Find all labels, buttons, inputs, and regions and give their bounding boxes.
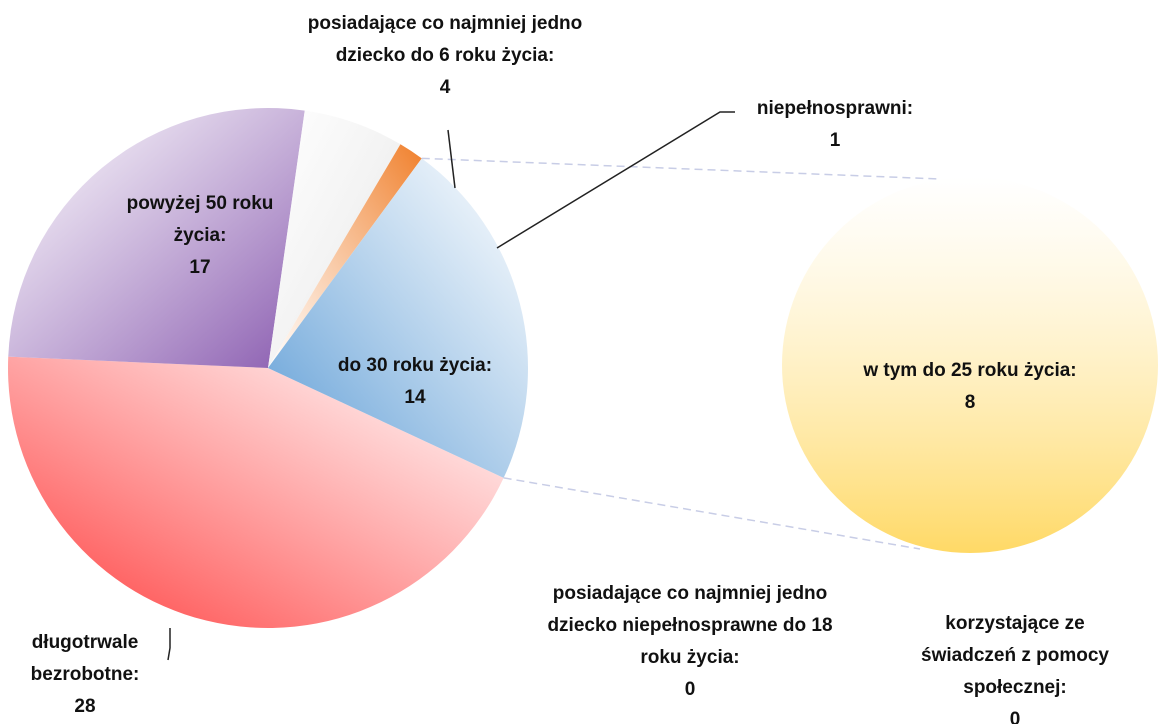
connector-line	[421, 157, 941, 180]
value-label: 14	[404, 387, 426, 408]
data-label: powyżej 50 roku życia: 17	[125, 188, 275, 284]
value-label: 17	[189, 257, 211, 278]
pie-slice	[268, 144, 422, 368]
leader-line	[167, 628, 171, 661]
data-label: w tym do 25 roku życia: 8	[820, 355, 1120, 419]
value-label: 0	[684, 679, 696, 700]
data-label: do 30 roku życia: 14	[305, 350, 525, 414]
data-label: posiadające co najmniej jedno dziecko ni…	[545, 578, 835, 706]
pie-slice	[268, 110, 401, 368]
category-name: w tym do 25 roku życia:	[863, 360, 1077, 381]
category-name: posiadające co najmniej jedno dziecko ni…	[547, 583, 833, 668]
category-name: do 30 roku życia:	[337, 355, 493, 376]
leader-line	[496, 111, 735, 249]
category-name: niepełnosprawni:	[756, 98, 914, 119]
category-name: posiadające co najmniej jedno dziecko do…	[307, 13, 583, 66]
value-label: 0	[1009, 709, 1021, 724]
pie-slice	[8, 107, 305, 368]
category-name: korzystające ze świadczeń z pomocy społe…	[921, 613, 1109, 698]
value-label: 28	[74, 696, 96, 717]
value-label: 1	[829, 130, 841, 151]
leader-line	[447, 129, 456, 189]
data-label: długotrwale bezrobotne: 28	[10, 627, 160, 723]
data-label: niepełnosprawni: 1	[725, 93, 945, 157]
pie-slice	[782, 177, 1158, 553]
category-name: długotrwale bezrobotne:	[30, 632, 140, 685]
data-label: posiadające co najmniej jedno dziecko do…	[295, 8, 595, 104]
pie-slice	[268, 158, 528, 478]
category-name: powyżej 50 roku życia:	[126, 193, 274, 246]
pie-slice	[7, 356, 504, 628]
connector-line	[503, 477, 921, 550]
data-label: korzystające ze świadczeń z pomocy społe…	[910, 608, 1120, 724]
value-label: 4	[439, 77, 451, 98]
value-label: 8	[964, 392, 976, 413]
